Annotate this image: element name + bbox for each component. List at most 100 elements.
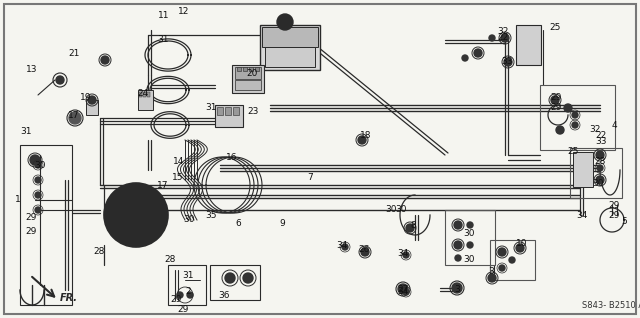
Circle shape — [452, 283, 462, 293]
Circle shape — [572, 112, 578, 118]
Circle shape — [342, 244, 348, 250]
Text: 21: 21 — [68, 50, 80, 59]
Circle shape — [504, 58, 512, 66]
Text: 2: 2 — [185, 287, 191, 296]
Text: 15: 15 — [172, 174, 184, 183]
Text: 30: 30 — [396, 205, 407, 215]
Text: 29: 29 — [177, 306, 189, 315]
Text: 26: 26 — [358, 245, 370, 254]
Circle shape — [498, 248, 506, 256]
Text: 16: 16 — [227, 153, 237, 162]
Bar — [237, 67, 241, 71]
Text: 32: 32 — [589, 126, 601, 135]
Text: 30: 30 — [385, 205, 397, 215]
Circle shape — [403, 252, 409, 258]
Circle shape — [225, 273, 235, 283]
Circle shape — [596, 151, 604, 159]
Text: 31: 31 — [157, 36, 169, 45]
Bar — [243, 67, 247, 71]
Circle shape — [501, 34, 509, 42]
Bar — [217, 107, 223, 115]
Text: 28: 28 — [595, 156, 605, 165]
Text: 14: 14 — [173, 157, 185, 167]
Text: 3: 3 — [488, 267, 494, 276]
Text: 35: 35 — [205, 211, 217, 219]
Text: 19: 19 — [80, 93, 92, 101]
Text: 24: 24 — [138, 89, 148, 99]
Circle shape — [596, 176, 604, 184]
Text: 4: 4 — [611, 121, 617, 130]
Circle shape — [398, 284, 408, 294]
Text: 34: 34 — [336, 241, 348, 251]
Bar — [235, 67, 261, 79]
Circle shape — [488, 274, 496, 282]
Circle shape — [556, 126, 564, 134]
Circle shape — [474, 49, 482, 57]
Circle shape — [69, 112, 81, 124]
Text: 32: 32 — [497, 27, 509, 37]
Bar — [570, 148, 622, 198]
Text: 34: 34 — [397, 287, 409, 296]
Bar — [20, 145, 72, 305]
Text: 13: 13 — [26, 65, 38, 73]
Bar — [215, 105, 243, 127]
Bar — [168, 265, 206, 305]
Circle shape — [455, 255, 461, 261]
Text: 29: 29 — [608, 211, 620, 219]
Text: 11: 11 — [158, 10, 170, 19]
Text: 6: 6 — [235, 218, 241, 227]
Circle shape — [131, 210, 141, 220]
Bar — [445, 210, 495, 265]
Text: 8: 8 — [410, 220, 416, 230]
Bar — [255, 67, 259, 71]
Text: 30: 30 — [592, 178, 604, 188]
Text: 5: 5 — [621, 217, 627, 225]
Text: 29: 29 — [170, 295, 182, 305]
Circle shape — [35, 207, 41, 213]
Text: 29: 29 — [26, 213, 36, 223]
Text: 3: 3 — [454, 285, 460, 294]
Circle shape — [101, 56, 109, 64]
Bar — [225, 107, 231, 115]
Circle shape — [280, 17, 290, 27]
Text: 25: 25 — [549, 24, 561, 32]
Text: 31: 31 — [205, 103, 217, 113]
Text: 33: 33 — [595, 137, 607, 147]
Circle shape — [551, 96, 559, 104]
Circle shape — [56, 76, 64, 84]
Text: 33: 33 — [501, 58, 513, 66]
Text: S843- B2510 A: S843- B2510 A — [582, 301, 640, 310]
Bar — [235, 80, 261, 90]
Circle shape — [177, 292, 183, 298]
Circle shape — [516, 244, 524, 252]
Circle shape — [564, 104, 572, 112]
Circle shape — [406, 224, 414, 232]
Text: 30: 30 — [183, 216, 195, 225]
Text: 36: 36 — [218, 291, 230, 300]
Circle shape — [462, 55, 468, 61]
Text: 34: 34 — [576, 211, 588, 219]
Circle shape — [277, 14, 293, 30]
Text: 22: 22 — [595, 130, 607, 140]
Circle shape — [454, 221, 462, 229]
Text: 17: 17 — [157, 181, 169, 190]
Text: FR.: FR. — [60, 293, 78, 303]
Bar — [540, 85, 615, 150]
Text: 31: 31 — [20, 128, 32, 136]
Circle shape — [361, 248, 369, 256]
Text: 28: 28 — [164, 255, 176, 265]
Text: 30: 30 — [463, 229, 475, 238]
Text: 31: 31 — [182, 271, 194, 280]
Bar — [210, 265, 260, 300]
Bar — [490, 240, 535, 280]
Circle shape — [30, 155, 40, 165]
Text: 27: 27 — [397, 285, 409, 294]
Text: 28: 28 — [93, 247, 105, 257]
Text: 29: 29 — [550, 93, 562, 101]
Circle shape — [403, 289, 409, 295]
Bar — [262, 27, 318, 47]
Circle shape — [509, 257, 515, 263]
Text: 17: 17 — [68, 112, 80, 121]
Bar — [139, 92, 142, 97]
Text: 29: 29 — [550, 103, 562, 113]
